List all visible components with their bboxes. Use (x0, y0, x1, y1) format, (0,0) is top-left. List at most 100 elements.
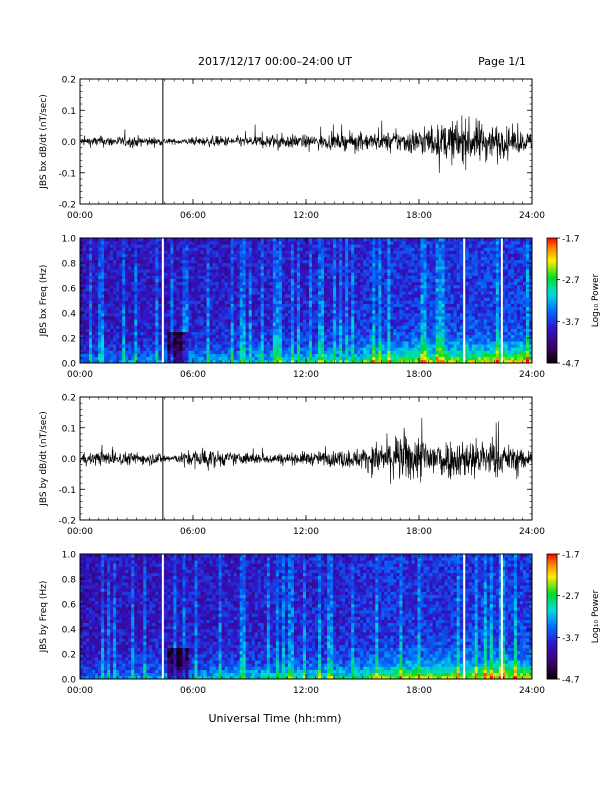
heatmap-cell (381, 282, 384, 285)
heatmap-cell (207, 257, 210, 260)
heatmap-cell (140, 351, 143, 354)
heatmap-cell (279, 313, 282, 316)
heatmap-cell (433, 351, 436, 354)
heatmap-cell (89, 285, 92, 288)
heatmap-cell (348, 269, 351, 272)
heatmap-cell (116, 247, 119, 250)
heatmap-cell (414, 322, 417, 325)
heatmap-cell (255, 338, 258, 341)
heatmap-cell (119, 285, 122, 288)
heatmap-cell (363, 347, 366, 350)
heatmap-cell (116, 307, 119, 310)
heatmap-cell (237, 344, 240, 347)
heatmap-cell (390, 247, 393, 250)
heatmap-cell (348, 335, 351, 338)
heatmap-cell (285, 247, 288, 250)
heatmap-cell (414, 301, 417, 304)
heatmap-cell (330, 285, 333, 288)
heatmap-cell (240, 285, 243, 288)
heatmap-cell (173, 347, 176, 350)
heatmap-cell (86, 279, 89, 282)
heatmap-cell (375, 344, 378, 347)
heatmap-cell (176, 329, 179, 332)
heatmap-cell (411, 285, 414, 288)
heatmap-cell (164, 266, 167, 269)
heatmap-cell (237, 260, 240, 263)
heatmap-cell (119, 316, 122, 319)
heatmap-cell (164, 254, 167, 257)
heatmap-cell (342, 263, 345, 266)
heatmap-cell (237, 285, 240, 288)
heatmap-cell (333, 260, 336, 263)
heatmap-cell (164, 354, 167, 357)
heatmap-cell (198, 254, 201, 257)
heatmap-cell (140, 304, 143, 307)
heatmap-cell (442, 351, 445, 354)
heatmap-cell (213, 276, 216, 279)
heatmap-cell (288, 316, 291, 319)
heatmap-cell (246, 269, 249, 272)
heatmap-cell (399, 282, 402, 285)
heatmap-cell (375, 241, 378, 244)
heatmap-cell (421, 310, 424, 313)
heatmap-cell (110, 304, 113, 307)
heatmap-cell (137, 310, 140, 313)
heatmap-cell (128, 322, 131, 325)
heatmap-cell (158, 244, 161, 247)
heatmap-cell (152, 319, 155, 322)
heatmap-cell (173, 266, 176, 269)
heatmap-cell (86, 326, 89, 329)
heatmap-cell (396, 335, 399, 338)
heatmap-cell (176, 276, 179, 279)
heatmap-cell (405, 257, 408, 260)
heatmap-cell (143, 335, 146, 338)
heatmap-cell (158, 263, 161, 266)
heatmap-cell (264, 322, 267, 325)
heatmap-cell (152, 338, 155, 341)
heatmap-cell (179, 319, 182, 322)
heatmap-cell (182, 257, 185, 260)
heatmap-cell (164, 319, 167, 322)
heatmap-cell (252, 288, 255, 291)
heatmap-cell (122, 279, 125, 282)
heatmap-cell (152, 310, 155, 313)
heatmap-cell (369, 276, 372, 279)
heatmap-cell (411, 310, 414, 313)
heatmap-cell (198, 313, 201, 316)
heatmap-cell (276, 288, 279, 291)
heatmap-cell (357, 276, 360, 279)
heatmap-cell (179, 285, 182, 288)
heatmap-cell (182, 251, 185, 254)
x-axis-label: Universal Time (hh:mm) (209, 712, 342, 725)
heatmap-cell (140, 322, 143, 325)
heatmap-cell (167, 344, 170, 347)
heatmap-cell (408, 304, 411, 307)
heatmap-cell (439, 263, 442, 266)
heatmap-cell (424, 354, 427, 357)
heatmap-cell (324, 347, 327, 350)
heatmap-cell (92, 276, 95, 279)
heatmap-cell (188, 260, 191, 263)
heatmap-cell (252, 291, 255, 294)
heatmap-cell (255, 247, 258, 250)
heatmap-cell (261, 351, 264, 354)
heatmap-cell (375, 279, 378, 282)
heatmap-cell (258, 319, 261, 322)
heatmap-cell (149, 241, 152, 244)
heatmap-cell (164, 297, 167, 300)
heatmap-cell (83, 282, 86, 285)
heatmap-cell (312, 285, 315, 288)
heatmap-cell (336, 257, 339, 260)
heatmap-cell (246, 307, 249, 310)
heatmap-cell (399, 322, 402, 325)
heatmap-cell (155, 285, 158, 288)
heatmap-cell (405, 301, 408, 304)
heatmap-cell (375, 310, 378, 313)
heatmap-cell (207, 254, 210, 257)
heatmap-cell (294, 254, 297, 257)
heatmap-cell (402, 354, 405, 357)
heatmap-cell (246, 319, 249, 322)
heatmap-cell (213, 304, 216, 307)
heatmap-cell (330, 238, 333, 241)
heatmap-cell (430, 288, 433, 291)
